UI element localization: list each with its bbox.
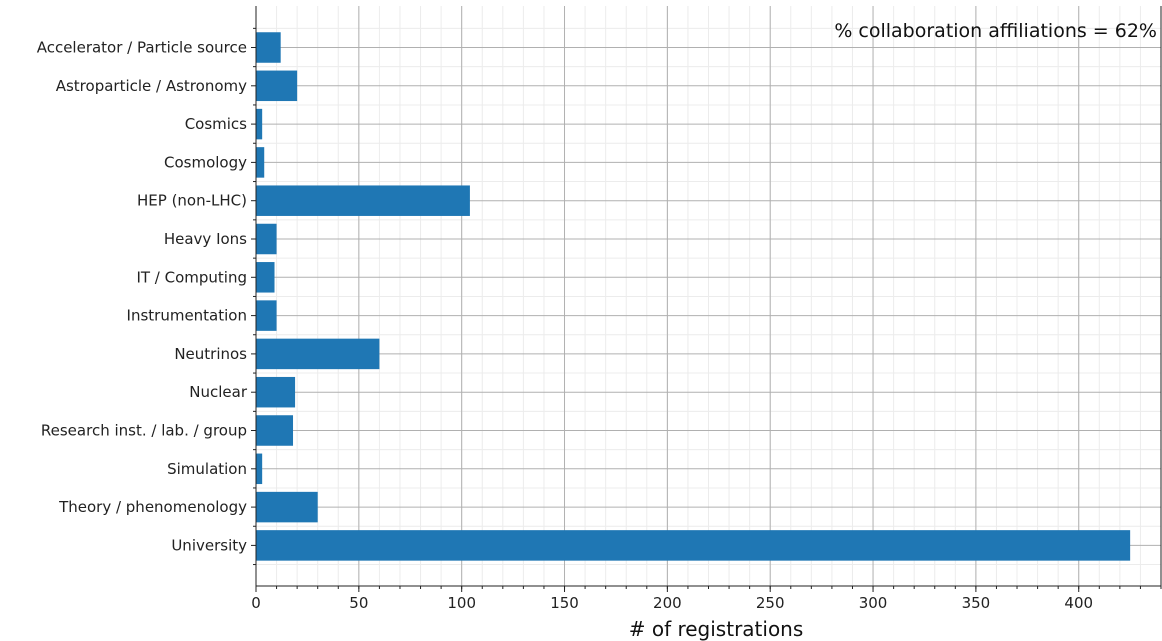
bar bbox=[256, 338, 380, 370]
bar bbox=[256, 453, 263, 485]
bar bbox=[256, 70, 298, 102]
x-tick-label: 350 bbox=[962, 594, 991, 612]
bar bbox=[256, 300, 277, 331]
x-tick-label: 100 bbox=[447, 594, 476, 612]
bar bbox=[256, 223, 277, 255]
collaboration-annotation: % collaboration affiliations = 62% bbox=[834, 20, 1157, 42]
y-tick-label: University bbox=[171, 536, 247, 554]
x-tick-label: 50 bbox=[349, 594, 368, 612]
axes bbox=[251, 6, 1162, 592]
y-tick-label: Simulation bbox=[167, 460, 247, 478]
bar bbox=[256, 108, 263, 140]
x-tick-label: 0 bbox=[251, 594, 261, 612]
y-tick-label: Accelerator / Particle source bbox=[37, 39, 247, 57]
x-tick-label: 200 bbox=[653, 594, 682, 612]
y-tick-label: Neutrinos bbox=[174, 345, 247, 363]
y-tick-label: HEP (non-LHC) bbox=[137, 192, 247, 210]
y-tick-label: Heavy Ions bbox=[164, 230, 247, 248]
bar bbox=[256, 415, 294, 446]
bar bbox=[256, 530, 1131, 561]
major-grid bbox=[255, 6, 1161, 586]
bar bbox=[256, 376, 296, 408]
x-tick-labels: 0 50 100 150 200 250 300 350 400 bbox=[251, 594, 1093, 612]
y-tick-label: Research inst. / lab. / group bbox=[41, 422, 247, 440]
x-tick-label: 250 bbox=[756, 594, 785, 612]
y-tick-labels: Accelerator / Particle source Astropartic… bbox=[37, 39, 248, 555]
y-tick-label: Theory / phenomenology bbox=[58, 498, 247, 516]
x-tick-label: 300 bbox=[859, 594, 888, 612]
y-tick-label: Astroparticle / Astronomy bbox=[56, 77, 247, 95]
x-axis-label: # of registrations bbox=[629, 617, 804, 641]
x-tick-label: 400 bbox=[1064, 594, 1093, 612]
bar bbox=[256, 262, 275, 293]
y-tick-label: Cosmics bbox=[185, 115, 247, 133]
y-tick-label: Instrumentation bbox=[127, 307, 247, 325]
bar bbox=[256, 491, 318, 523]
bar bbox=[256, 32, 281, 63]
y-tick-label: Nuclear bbox=[189, 383, 248, 401]
bars bbox=[256, 32, 1131, 561]
y-tick-label: IT / Computing bbox=[136, 268, 247, 286]
x-tick-label: 150 bbox=[550, 594, 579, 612]
y-tick-label: Cosmology bbox=[164, 153, 247, 171]
bar bbox=[256, 185, 470, 216]
bar bbox=[256, 147, 265, 178]
